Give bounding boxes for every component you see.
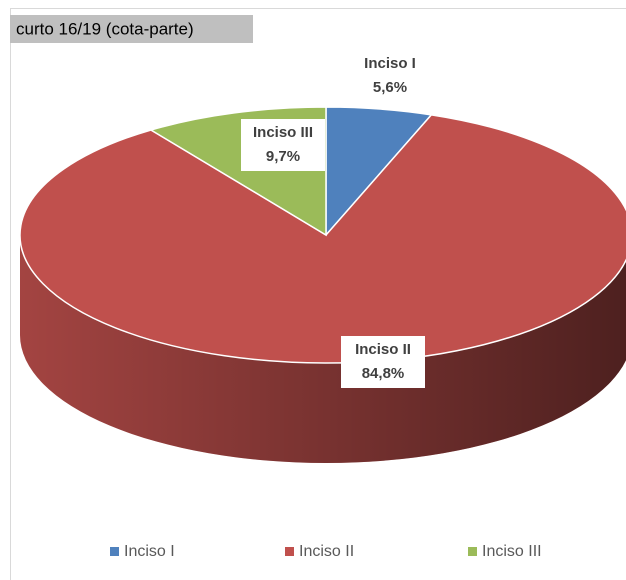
data-label-name: Inciso III: [253, 124, 313, 141]
legend-swatch: [468, 547, 477, 556]
data-label: 9,7%: [266, 148, 300, 165]
legend-label: Inciso III: [482, 543, 542, 560]
data-label: 84,8%: [362, 365, 405, 382]
legend-swatch: [285, 547, 294, 556]
chart-title: curto 16/19 (cota-parte): [16, 19, 194, 38]
legend-swatch: [110, 547, 119, 556]
legend-label: Inciso II: [299, 543, 354, 560]
slice-side-shade: [20, 235, 626, 463]
data-label-name: Inciso I: [364, 55, 416, 72]
data-label-name: Inciso II: [355, 341, 411, 358]
data-label: 5,6%: [373, 79, 407, 96]
legend-label: Inciso I: [124, 543, 175, 560]
label-box: [341, 336, 425, 388]
label-box: [241, 119, 325, 171]
title-box: [10, 15, 253, 43]
